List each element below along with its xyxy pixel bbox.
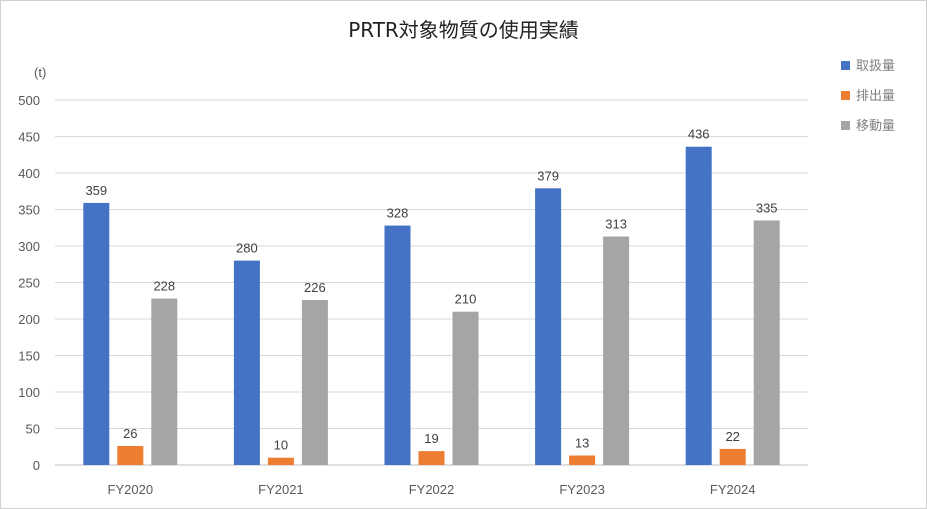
data-label: 379 [537,168,559,183]
y-tick-label: 300 [18,239,40,254]
bar-排出量-FY2021 [267,457,294,465]
y-tick-label: 400 [18,166,40,181]
data-label: 226 [304,280,326,295]
data-label: 280 [236,241,258,256]
y-tick-label: 50 [26,422,40,437]
legend-label: 取扱量 [856,58,895,73]
bar-取扱量-FY2022 [384,225,411,465]
data-label: 335 [756,200,778,215]
data-label: 22 [725,429,739,444]
legend-swatch [841,61,850,70]
bar-排出量-FY2022 [418,451,445,465]
data-label: 359 [85,183,107,198]
bar-移動量-FY2021 [301,300,328,465]
bar-取扱量-FY2020 [83,202,110,465]
legend-label: 移動量 [856,118,895,133]
bar-移動量-FY2023 [603,236,630,465]
bars: 359 26 228 280 10 226 328 19 210 379 13 313 436 22 335 [83,127,780,465]
data-label: 313 [605,217,627,232]
y-axis-unit-label: (t) [34,65,46,80]
x-axis: FY2020 FY2021 FY2022 FY2023 FY2024 [108,482,756,497]
y-tick-label: 100 [18,385,40,400]
data-label: 26 [123,426,137,441]
bar-排出量-FY2023 [569,455,596,465]
bar-排出量-FY2024 [719,448,746,465]
data-label: 13 [575,436,589,451]
data-label: 10 [274,438,288,453]
bar-移動量-FY2020 [151,298,178,465]
y-tick-label: 500 [18,93,40,108]
x-tick-label: FY2022 [409,482,455,497]
x-tick-label: FY2024 [710,482,756,497]
y-tick-label: 350 [18,203,40,218]
bar-取扱量-FY2023 [535,188,562,465]
chart-title: PRTR対象物質の使用実績 [348,18,579,42]
y-axis: (t) 0 50 100 150 200 250 300 350 400 450 500 [18,65,46,473]
x-tick-label: FY2023 [559,482,605,497]
y-tick-label: 450 [18,130,40,145]
bar-移動量-FY2022 [452,311,479,465]
data-label: 228 [153,279,175,294]
bar-取扱量-FY2021 [233,260,260,465]
x-tick-label: FY2020 [108,482,154,497]
legend-label: 排出量 [856,88,895,103]
bar-取扱量-FY2024 [685,146,712,465]
legend-swatch [841,121,850,130]
data-label: 19 [424,431,438,446]
y-tick-label: 150 [18,349,40,364]
gridlines [55,99,808,466]
data-label: 436 [688,127,710,142]
data-label: 210 [455,292,477,307]
x-tick-label: FY2021 [258,482,304,497]
bar-排出量-FY2020 [117,446,144,465]
y-tick-label: 250 [18,276,40,291]
legend-swatch [841,91,850,100]
y-tick-label: 200 [18,312,40,327]
data-label: 328 [387,206,409,221]
bar-移動量-FY2024 [753,220,780,465]
y-tick-label: 0 [33,458,40,473]
